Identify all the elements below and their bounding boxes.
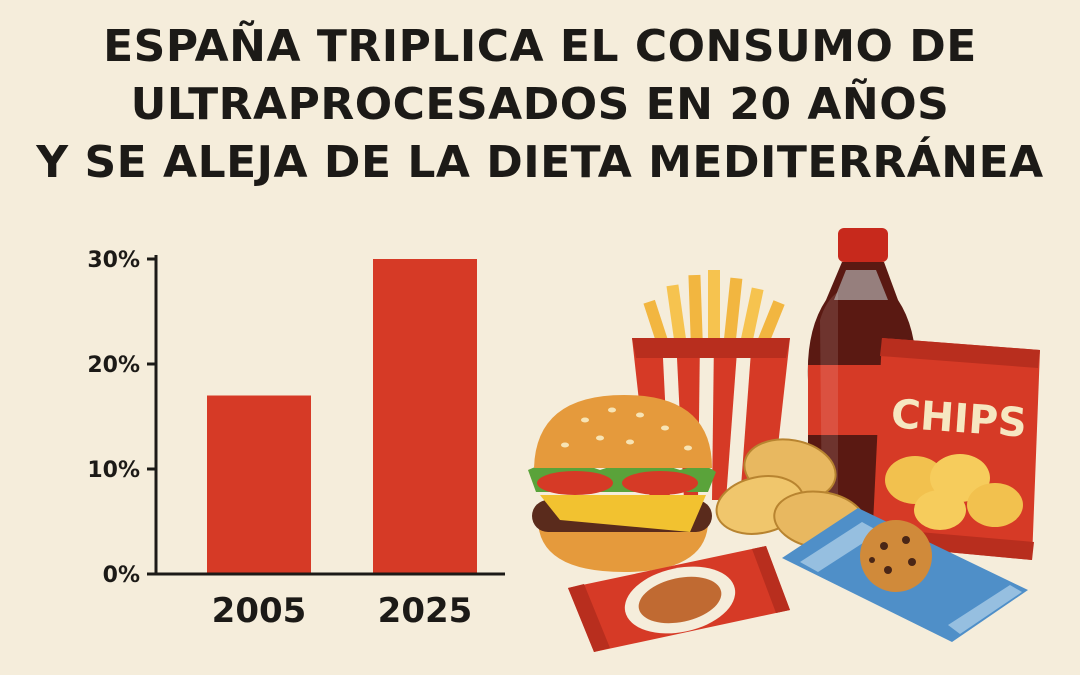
y-tick-label: 30%: [87, 248, 140, 273]
y-tick-label: 10%: [87, 458, 140, 483]
y-axis-ticks: 0% 10% 20% 30%: [87, 248, 157, 588]
title-line: ULTRAPROCESADOS EN 20 AÑOS: [130, 79, 950, 130]
chart-title: ESPAÑA TRIPLICA EL CONSUMO DE ULTRAPROCE…: [0, 18, 1080, 192]
bar-chart: 0% 10% 20% 30% 2005 2025: [87, 248, 505, 631]
title-line: Y SE ALEJA DE LA DIETA MEDITERRÁNEA: [36, 137, 1044, 188]
x-tick-label-2025: 2025: [378, 591, 473, 631]
bars-group: [207, 259, 477, 574]
bar-2025: [373, 259, 477, 574]
chips-bag-icon: CHIPS: [872, 338, 1040, 560]
x-tick-label-2005: 2005: [212, 591, 307, 631]
title-line: ESPAÑA TRIPLICA EL CONSUMO DE: [103, 21, 977, 72]
cookie-pack-icon: [782, 508, 1028, 642]
snack-wrapper-icon: [568, 546, 790, 652]
y-tick-label: 20%: [87, 353, 140, 378]
burger-icon: [528, 395, 716, 572]
bar-2005: [207, 395, 311, 574]
chips-label: CHIPS: [890, 391, 1029, 446]
x-axis-categories: 2005 2025: [212, 591, 473, 631]
potato-chips-icon: [715, 438, 867, 550]
y-tick-label: 0%: [103, 563, 140, 588]
